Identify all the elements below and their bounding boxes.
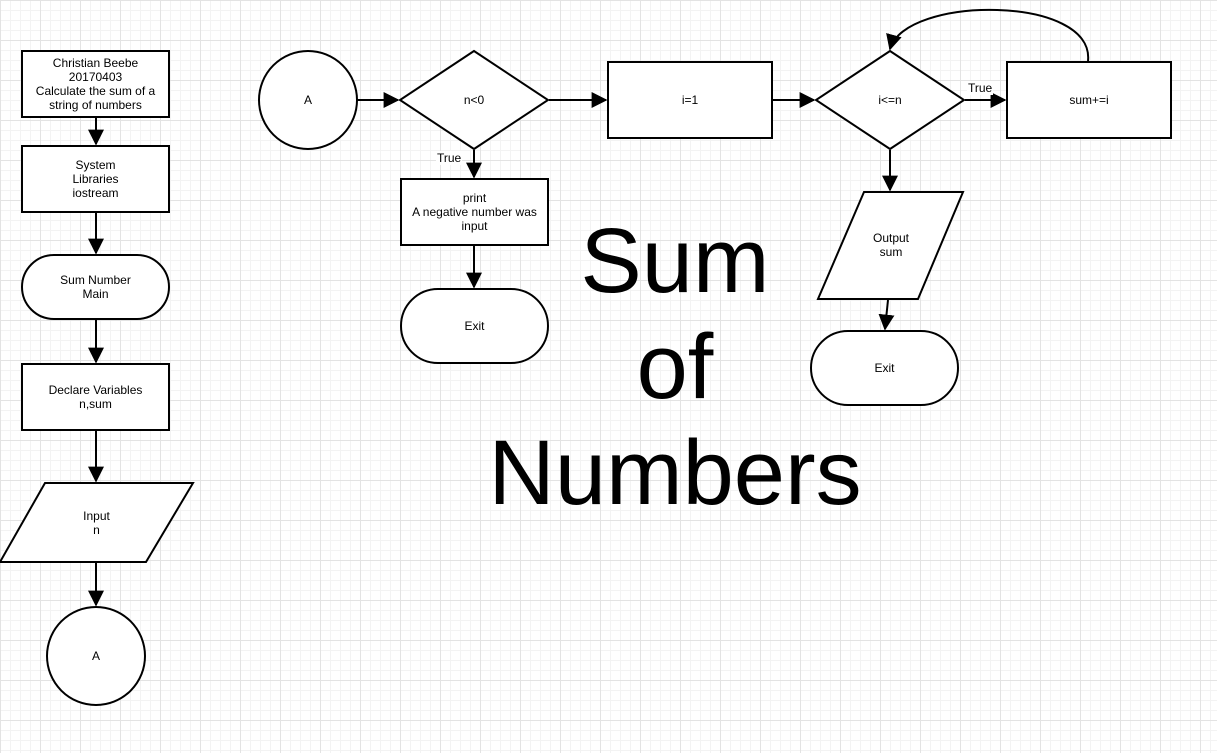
init-i-box[interactable]	[607, 61, 773, 139]
exit-right-terminator[interactable]	[810, 330, 959, 406]
input-parallelogram[interactable]	[0, 482, 195, 563]
sum-update-box[interactable]	[1006, 61, 1172, 139]
declare-variables-box[interactable]	[21, 363, 170, 431]
diagram-title: Sum of Numbers	[470, 208, 880, 526]
header-box[interactable]	[21, 50, 170, 118]
title-line-1: Sum	[580, 210, 770, 312]
output-sum-parallelogram[interactable]	[816, 191, 965, 300]
title-line-3: Numbers	[488, 422, 862, 524]
libraries-box[interactable]	[21, 145, 170, 213]
exit-left-terminator[interactable]	[400, 288, 549, 364]
true-label-n: True	[436, 151, 463, 165]
connector-top-circle[interactable]	[258, 50, 358, 150]
connector-bottom-circle[interactable]	[46, 606, 146, 706]
edge-output-exit	[878, 299, 895, 331]
print-negative-box[interactable]	[400, 178, 549, 246]
title-line-2: of	[636, 316, 714, 418]
edge-sum-loop-back	[886, 9, 1090, 62]
decision-n-diamond[interactable]	[398, 49, 550, 151]
decision-i-diamond[interactable]	[814, 49, 966, 151]
true-label-i: True	[967, 81, 994, 95]
main-terminator[interactable]	[21, 254, 170, 320]
